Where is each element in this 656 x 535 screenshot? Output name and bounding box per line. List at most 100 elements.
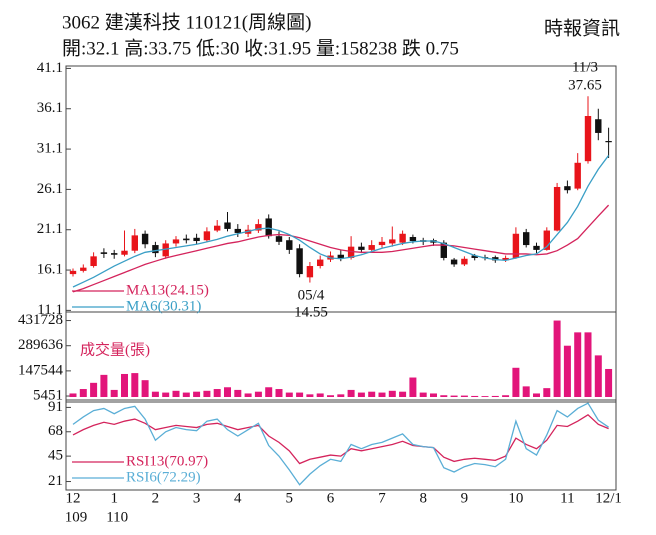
x-tick-label: 6 (327, 490, 335, 506)
volume-bar (337, 394, 345, 397)
volume-bar (234, 389, 242, 397)
annotation: 37.65 (568, 77, 602, 93)
volume-bar (265, 387, 273, 397)
volume-bar (79, 389, 87, 397)
y-tick-label: 289636 (18, 337, 64, 353)
volume-bar (306, 394, 314, 397)
candle-body (605, 141, 612, 143)
candle-body (471, 255, 478, 258)
x-tick-label: 3 (193, 490, 201, 506)
volume-bar (491, 395, 499, 397)
candle-body (347, 246, 355, 258)
y-tick-label: 11.1 (37, 302, 63, 318)
candle-body (275, 236, 283, 242)
volume-bar (430, 393, 437, 397)
candle-body (389, 239, 396, 244)
y-tick-label: 31.1 (37, 141, 63, 157)
candle-body (450, 259, 458, 265)
y-tick-label: 68 (48, 423, 63, 439)
volume-bar (213, 389, 221, 397)
volume-bar (368, 391, 376, 397)
volume-bar (285, 392, 293, 397)
candle-body (203, 231, 211, 241)
candle-body (193, 237, 200, 242)
volume-bar (460, 395, 468, 397)
candle-body (553, 186, 561, 231)
volume-bar (69, 393, 77, 397)
candle-body (502, 257, 509, 261)
volume-bar (584, 332, 592, 397)
price-panel-frame (65, 65, 617, 403)
candle-body (90, 256, 97, 267)
candle-body (306, 266, 314, 278)
candle-body (317, 259, 324, 267)
volume-bar (151, 391, 159, 397)
candle-body (224, 222, 231, 229)
line (72, 414, 609, 465)
candle-body (337, 254, 344, 258)
volume-bar (605, 368, 613, 397)
volume-bar (533, 393, 540, 397)
volume-bar (296, 392, 304, 397)
candle-body (183, 238, 190, 241)
line (72, 204, 610, 293)
candle-body (296, 248, 303, 275)
volume-bar (399, 391, 407, 397)
chart-subtitle: 開:32.1 高:33.75 低:30 收:31.95 量:158238 跌 0… (62, 37, 459, 59)
line (72, 402, 609, 486)
volume-bar (203, 390, 211, 397)
volume-title: 成交量(張) (80, 340, 150, 358)
candle-body (461, 258, 468, 265)
candle-body (492, 257, 499, 261)
annotation: 05/4 (298, 287, 325, 303)
x-tick-label: 11 (560, 490, 574, 506)
volume-bar (347, 389, 355, 397)
candle-body (584, 116, 592, 162)
y-tick-label: 91 (48, 399, 63, 415)
x-tick-label: 1 (110, 490, 118, 506)
y-tick-label: 26.1 (37, 181, 63, 197)
candle-body (234, 228, 241, 233)
volume-bar (357, 392, 365, 397)
candle-body (399, 233, 406, 243)
volume-bar (450, 395, 458, 397)
source: 時報資訊 (544, 17, 620, 39)
volume-bar (502, 395, 510, 397)
candle-body (100, 252, 108, 254)
candle-body (255, 224, 262, 231)
candle-body (543, 230, 550, 250)
candle-body (358, 246, 365, 250)
annotation: 11/3 (572, 59, 598, 75)
y-tick-label: 16.1 (37, 261, 63, 277)
annotation: 14.55 (294, 304, 328, 320)
volume-bar (90, 382, 98, 397)
x-tick-label: 2 (152, 490, 160, 506)
x-tick-label: 9 (461, 490, 469, 506)
volume-bar (574, 332, 582, 397)
x-tick-label: 7 (378, 490, 386, 506)
candle-body (131, 235, 138, 251)
y-tick-label: 45 (48, 448, 63, 464)
volume-bar (471, 395, 479, 397)
candle-body (523, 232, 530, 246)
rsi-panel-frame (65, 399, 617, 491)
volume-bar (563, 345, 571, 397)
volume-bar (100, 374, 108, 397)
volume-bar (254, 391, 262, 397)
legend-label: RSI6(72.29) (126, 469, 201, 485)
candle-body (172, 239, 180, 244)
volume-bar (224, 387, 231, 397)
candle-body (286, 240, 293, 250)
volume-bar (440, 395, 448, 397)
candle-body (533, 245, 540, 250)
y-tick-label: 21 (48, 473, 63, 489)
volume-bar (131, 373, 139, 397)
candle-body (564, 186, 571, 191)
volume-bar (419, 392, 427, 397)
x-tick-label: 12 (66, 490, 81, 506)
x-tick-label: 5 (286, 490, 294, 506)
y-tick-label: 21.1 (37, 221, 63, 237)
volume-bar (553, 320, 561, 397)
candle-body (378, 241, 386, 246)
volume-bar (327, 395, 334, 397)
